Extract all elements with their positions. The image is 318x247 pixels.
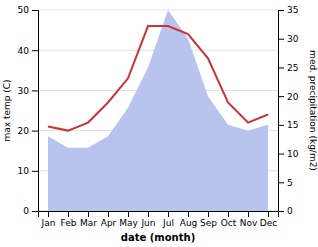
tick-label: 0 [23, 206, 29, 216]
tick-mark [278, 211, 284, 212]
area [48, 10, 268, 211]
tick-label: Oct [221, 218, 237, 228]
tick-mark [278, 182, 284, 183]
tick-mark [188, 211, 189, 217]
tick: 15 [278, 120, 298, 130]
tick: Sep [200, 211, 217, 228]
tick: Jan [41, 211, 56, 228]
tick-label: 20 [287, 92, 299, 102]
tick-label: Dec [260, 218, 277, 228]
tick-mark [228, 211, 229, 217]
tick-label: Aug [180, 218, 198, 228]
tick-label: Nov [240, 218, 258, 228]
y-axis: 0 10 20 30 40 50 [18, 5, 39, 216]
y-axis-title: max temp (C) [2, 79, 12, 141]
tick-mark [32, 10, 38, 11]
x-axis-title: date (month) [121, 232, 195, 243]
tick: Aug [180, 211, 198, 228]
tick-label: 30 [287, 34, 299, 44]
tick-label: 50 [18, 5, 30, 15]
tick-label: Apr [101, 218, 117, 228]
tick-label: Jan [41, 218, 56, 228]
tick-mark [278, 39, 284, 40]
x-axis: Jan FebMar AprMayJun Jul AugSep OctNovDec [39, 211, 279, 228]
axis-domain [39, 212, 279, 218]
tick: Nov [240, 211, 258, 228]
plot: Jan FebMar AprMayJun Jul AugSep OctNovDec 0 10 2… [18, 5, 299, 228]
tick-label: 10 [18, 166, 30, 176]
y2-axis-title: med. precipitation (kg/m2) [308, 50, 318, 171]
tick-label: Jul [162, 218, 174, 228]
marks [48, 10, 268, 211]
tick-mark [248, 211, 249, 217]
tick-label: Jun [140, 218, 155, 228]
tick: 30 [18, 86, 38, 96]
tick: 50 [18, 5, 38, 15]
tick: 35 [278, 5, 298, 15]
axis-domain [279, 11, 285, 212]
tick: Jul [162, 211, 174, 228]
tick-mark [32, 50, 38, 51]
tick: Dec [260, 211, 277, 228]
tick: 20 [278, 92, 299, 102]
line [48, 26, 268, 131]
tick-mark [108, 211, 109, 217]
tick: Jun [140, 211, 155, 228]
tick: Mar [80, 211, 97, 228]
tick: 10 [278, 149, 299, 159]
tick-mark [278, 154, 284, 155]
tick-label: Feb [61, 218, 77, 228]
tick-mark [168, 211, 169, 217]
tick-mark [128, 211, 129, 217]
tick: 25 [278, 63, 298, 73]
tick-label: 25 [287, 63, 298, 73]
grid-line [38, 10, 278, 11]
tick-mark [278, 67, 284, 68]
tick: 30 [278, 34, 299, 44]
tick-label: 30 [18, 86, 30, 96]
tick-mark [68, 211, 69, 217]
tick-mark [278, 96, 284, 97]
tick-mark [32, 211, 38, 212]
tick: Oct [221, 211, 237, 228]
tick: 5 [278, 178, 293, 188]
tick-mark [32, 131, 38, 132]
tick-mark [148, 211, 149, 217]
tick-mark [208, 211, 209, 217]
chart: Jan FebMar AprMayJun Jul AugSep OctNovDec 0 10 2… [0, 0, 318, 247]
tick-mark [278, 10, 284, 11]
tick-label: Sep [200, 218, 217, 228]
tick-mark [268, 211, 269, 217]
tick: May [119, 211, 138, 228]
axis-domain [32, 11, 39, 212]
tick-mark [32, 171, 38, 172]
tick: 40 [18, 46, 38, 56]
tick: 10 [18, 166, 38, 176]
tick: Apr [101, 211, 117, 228]
tick-label: Mar [80, 218, 97, 228]
tick-label: 0 [287, 206, 293, 216]
tick-label: 35 [287, 5, 298, 15]
tick: 0 [23, 206, 38, 216]
tick-mark [32, 90, 38, 91]
tick-mark [48, 211, 49, 217]
tick-mark [88, 211, 89, 217]
tick: Feb [61, 211, 77, 228]
tick-label: 15 [287, 120, 298, 130]
tick-label: May [119, 218, 138, 228]
tick: 20 [18, 126, 38, 136]
grid [38, 10, 278, 211]
tick-label: 5 [287, 178, 293, 188]
tick-label: 20 [18, 126, 30, 136]
tick-label: 10 [287, 149, 299, 159]
tick-label: 40 [18, 46, 30, 56]
tick: 0 [278, 206, 293, 216]
y2-axis: 0 5 10 15 20 25 30 35 [278, 5, 299, 216]
tick-mark [278, 125, 284, 126]
